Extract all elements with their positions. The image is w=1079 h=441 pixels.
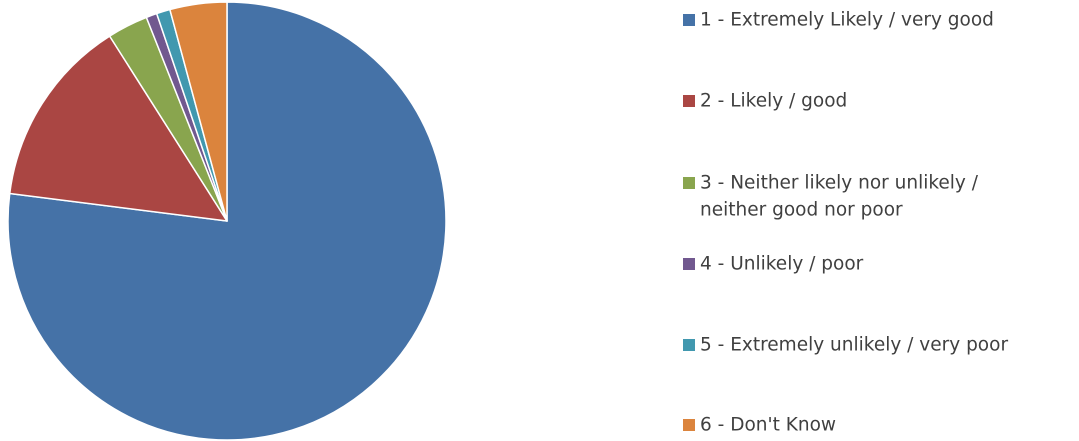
- legend-swatch: [683, 177, 695, 189]
- legend-item-4: 4 - Unlikely / poor: [683, 254, 864, 275]
- pie-slices: [7, 1, 447, 441]
- legend-item-6: 6 - Don't Know: [683, 415, 836, 436]
- pie-slice-6: [169, 1, 228, 222]
- legend-item-3: 3 - Neither likely nor unlikely / neither…: [683, 173, 979, 221]
- legend-swatch: [683, 14, 695, 26]
- legend-swatch: [683, 339, 695, 351]
- legend-label: 4 - Unlikely / poor: [700, 254, 864, 275]
- legend-swatch: [683, 258, 695, 270]
- legend-label: 2 - Likely / good: [700, 91, 847, 112]
- legend-swatch: [683, 95, 695, 107]
- legend-item-1: 1 - Extremely Likely / very good: [683, 10, 994, 31]
- legend-label: 1 - Extremely Likely / very good: [700, 10, 994, 31]
- legend-label: neither good nor poor: [700, 200, 903, 221]
- legend-label: 6 - Don't Know: [700, 415, 836, 436]
- legend: 1 - Extremely Likely / very good 2 - Like…: [683, 10, 1008, 436]
- legend-swatch: [683, 419, 695, 431]
- pie-slice-2: [8, 35, 228, 222]
- legend-item-2: 2 - Likely / good: [683, 91, 847, 112]
- legend-label: 5 - Extremely unlikely / very poor: [700, 335, 1008, 356]
- legend-label: 3 - Neither likely nor unlikely /: [700, 173, 979, 194]
- legend-item-5: 5 - Extremely unlikely / very poor: [683, 335, 1008, 356]
